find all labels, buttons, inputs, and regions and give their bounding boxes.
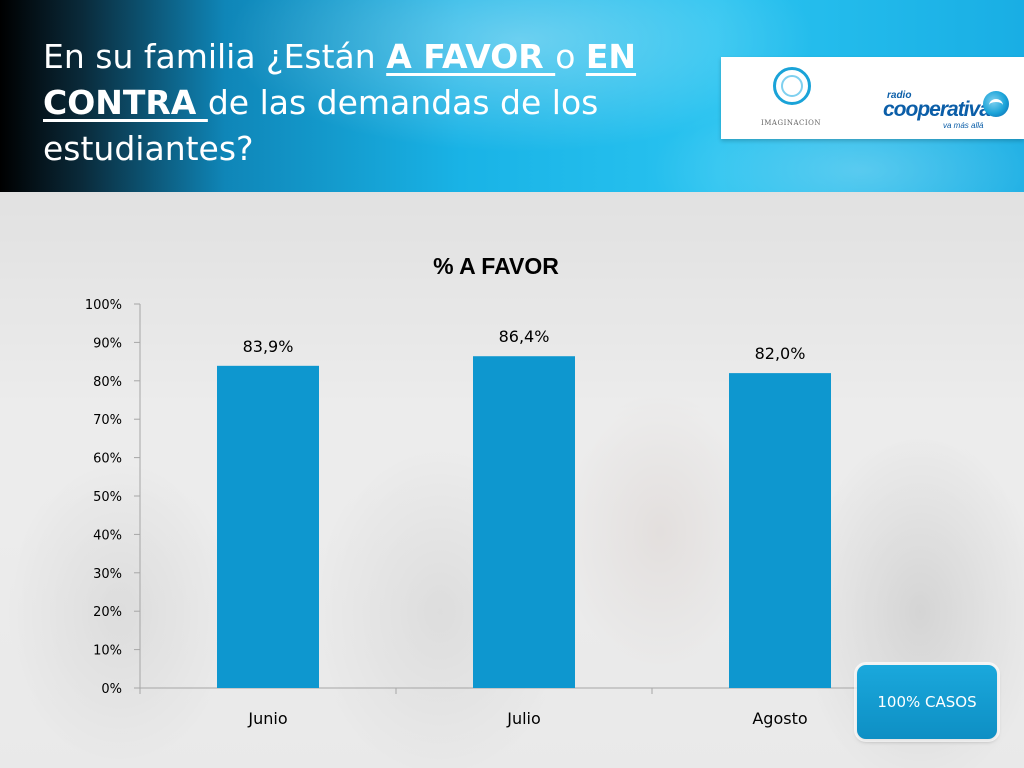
x-tick-label: Agosto	[752, 709, 807, 728]
data-label: 83,9%	[243, 337, 294, 356]
cooperativa-swirl-icon	[983, 91, 1009, 117]
data-label: 82,0%	[755, 344, 806, 363]
y-tick-label: 100%	[85, 298, 122, 313]
y-tick-label: 70%	[93, 413, 122, 428]
title-part: EN CONTRA	[43, 37, 637, 122]
page-title: En su familia ¿Están A FAVOR o EN CONTRA…	[43, 34, 683, 172]
y-tick-label: 60%	[93, 452, 122, 467]
imaginacion-logo-text: IMAGINACION	[761, 119, 822, 127]
y-tick-label: 80%	[93, 375, 122, 390]
chart-bars: 83,9% Junio 86,4% Julio 82,0% Agosto	[217, 327, 831, 728]
y-tick-label: 30%	[93, 567, 122, 582]
title-part: A FAVOR	[386, 37, 556, 76]
y-tick-label: 50%	[93, 490, 122, 505]
title-part: o	[555, 37, 586, 76]
casos-badge-button[interactable]: 100% CASOS	[857, 665, 997, 739]
bar-julio	[473, 356, 575, 688]
y-tick-label: 20%	[93, 605, 122, 620]
chart-axes: 0% 10% 20% 30% 40% 50% 60% 70% 80% 90% 100%	[85, 298, 909, 697]
y-tick-label: 0%	[101, 682, 122, 697]
radio-logo-text: radio	[887, 90, 912, 101]
header-banner: En su familia ¿Están A FAVOR o EN CONTRA…	[0, 0, 1024, 192]
cooperativa-logo-text: cooperativa	[883, 98, 991, 121]
x-tick-label: Junio	[247, 709, 287, 728]
y-tick-label: 40%	[93, 528, 122, 543]
chart-title: % A FAVOR	[433, 253, 559, 279]
y-tick-label: 10%	[93, 644, 122, 659]
logo-box: IMAGINACION radio cooperativa va más all…	[721, 57, 1024, 139]
title-part: de las demandas de los estudiantes?	[43, 83, 599, 168]
cooperativa-tagline: va más allá	[943, 121, 984, 130]
bar-junio	[217, 365, 319, 688]
x-tick-label: Julio	[506, 709, 541, 728]
bar-agosto	[729, 373, 831, 688]
globe-icon	[773, 67, 811, 105]
y-tick-label: 90%	[93, 336, 122, 351]
title-part: En su familia ¿Están	[43, 37, 387, 76]
data-label: 86,4%	[499, 327, 550, 346]
